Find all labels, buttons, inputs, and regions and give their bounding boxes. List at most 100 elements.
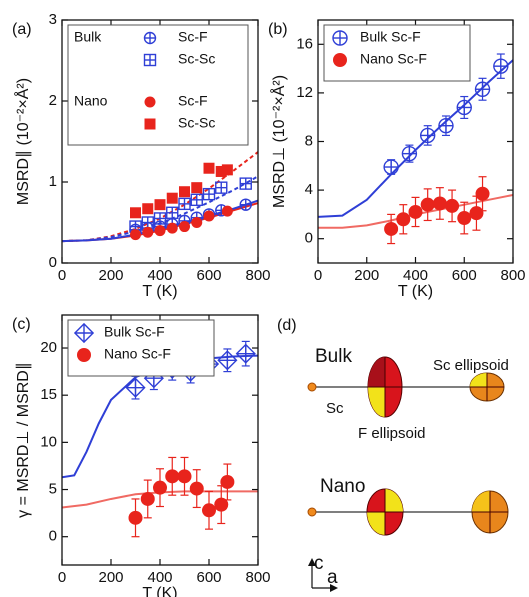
legend-label: Nano Sc-F	[360, 51, 427, 67]
data-point	[475, 186, 490, 201]
y-tick-label: 12	[296, 84, 313, 101]
marker-body	[396, 212, 411, 227]
marker-body	[469, 206, 484, 221]
data-point	[214, 497, 229, 512]
ellipsoid-quadrant	[472, 491, 490, 512]
legend-label: Bulk Sc-F	[104, 324, 165, 340]
marker-body	[154, 199, 166, 211]
x-tick-label: 800	[245, 569, 270, 586]
chart-panel: 0 200 400 600 800 0 5 10 15 20 T (K) γ = MSRD⊥ / MS…	[12, 314, 271, 597]
data-point	[166, 222, 178, 234]
legend-label: Nano Sc-F	[104, 346, 171, 362]
data-point	[179, 186, 190, 198]
legend-label: Bulk Sc-F	[360, 29, 421, 45]
x-tick-label: 400	[147, 569, 172, 586]
legend-box	[323, 24, 471, 82]
marker-body	[214, 497, 229, 512]
marker-body	[166, 222, 178, 234]
marker-body	[128, 510, 143, 525]
data-point	[177, 469, 192, 484]
data-point	[408, 204, 423, 219]
x-tick-label: 200	[98, 569, 123, 586]
panel-label: (b)	[268, 21, 288, 38]
marker-body	[165, 469, 180, 484]
data-point	[130, 207, 141, 219]
marker-body	[142, 226, 154, 238]
legend-group-label: Nano	[74, 93, 108, 109]
marker-body	[125, 377, 146, 398]
marker-body	[384, 221, 399, 236]
marker-body	[191, 217, 203, 228]
y-tick-label: 1	[49, 173, 57, 190]
sc-atom	[307, 382, 317, 392]
legend-group-label: Bulk	[74, 29, 102, 45]
marker-body	[189, 481, 204, 496]
x-tick-label: 800	[500, 267, 525, 284]
ellipsoid-quadrant	[367, 512, 385, 535]
legend-label: Sc-Sc	[178, 115, 215, 131]
marker-body	[333, 53, 347, 67]
marker-body	[191, 182, 203, 194]
x-tick-label: 0	[58, 267, 66, 284]
y-axis-label: MSRD∥ (10⁻²×Å²)	[13, 78, 32, 205]
data-point	[191, 182, 203, 194]
x-tick-label: 600	[196, 267, 221, 284]
marker-body	[130, 207, 141, 219]
data-point	[221, 205, 233, 217]
ellipsoid-quadrant	[368, 357, 385, 387]
y-tick-label: 5	[49, 480, 57, 497]
data-point	[130, 229, 141, 241]
chart-panel: 0 200 400 600 800 0 4 8 12 16 T (K) MSRD⊥ (10⁻²×Å²)…	[268, 19, 526, 300]
legend-marker	[144, 118, 156, 130]
marker-body	[215, 165, 227, 177]
data-point	[128, 510, 143, 525]
y-axis-label: γ = MSRD⊥ / MSRD∥	[15, 362, 32, 518]
marker-body	[153, 480, 167, 495]
data-point	[457, 211, 472, 226]
arrow-head	[308, 558, 316, 566]
ellipsoid-quadrant	[385, 489, 403, 512]
panel-label: (c)	[12, 316, 31, 333]
data-point	[215, 181, 228, 194]
y-tick-label: 0	[49, 254, 57, 271]
marker-body	[130, 229, 141, 241]
nano-label: Nano	[320, 476, 365, 497]
bulk-label: Bulk	[315, 346, 352, 367]
chart-panel: 0 200 400 600 800 0 1 2 3 T (K) MSRD∥ (10⁻²×Å²) (a)…	[12, 11, 271, 300]
y-tick-label: 10	[40, 433, 57, 450]
legend-marker	[77, 348, 91, 362]
data-point	[217, 350, 238, 371]
x-tick-label: 200	[354, 267, 379, 284]
x-axis-label: T (K)	[142, 585, 177, 597]
marker-body	[203, 162, 215, 174]
data-point	[165, 469, 180, 484]
data-point	[166, 206, 179, 219]
data-point	[474, 81, 491, 97]
data-point	[384, 221, 399, 236]
data-point	[221, 164, 233, 176]
data-point	[203, 210, 215, 222]
data-point	[438, 118, 454, 134]
x-tick-label: 600	[452, 267, 477, 284]
data-point	[203, 162, 215, 174]
data-point	[140, 491, 155, 506]
arrow-head	[330, 584, 338, 592]
marker-body	[457, 211, 472, 226]
y-tick-label: 3	[49, 11, 57, 28]
y-tick-label: 0	[49, 528, 57, 545]
marker-body	[420, 197, 435, 212]
data-point	[445, 198, 460, 213]
marker-body	[221, 164, 233, 176]
data-point	[456, 99, 472, 116]
marker-body	[144, 118, 156, 130]
sc-label: Sc	[326, 400, 344, 417]
data-point	[154, 199, 166, 211]
data-point	[215, 165, 227, 177]
data-point	[166, 192, 178, 204]
marker-body	[144, 96, 156, 108]
data-point	[142, 203, 154, 215]
marker-body	[445, 198, 460, 213]
x-tick-label: 0	[58, 569, 66, 586]
data-point	[190, 193, 203, 207]
